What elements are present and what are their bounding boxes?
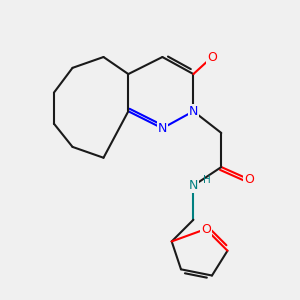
Text: N: N bbox=[189, 105, 198, 118]
Text: O: O bbox=[244, 173, 254, 186]
Text: H: H bbox=[202, 175, 210, 185]
Text: N: N bbox=[189, 179, 198, 192]
Text: O: O bbox=[201, 223, 211, 236]
Text: O: O bbox=[207, 50, 217, 64]
Text: N: N bbox=[158, 122, 167, 135]
